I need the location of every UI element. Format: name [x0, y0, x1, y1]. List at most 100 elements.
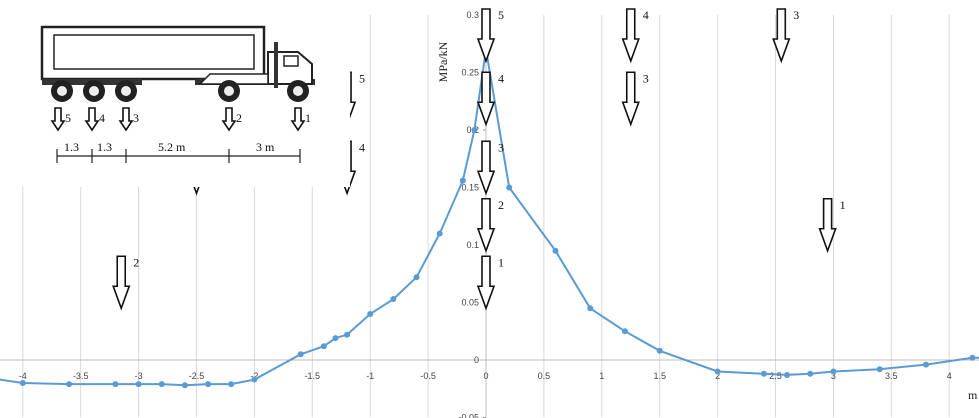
wheel-axle-4 — [83, 80, 105, 102]
load-arrow-label: 5 — [359, 71, 365, 85]
load-arrow-label: 4 — [359, 140, 365, 154]
x-tick-label: -2 — [250, 371, 258, 381]
series-layer — [0, 46, 979, 389]
x-tick-label: -1.5 — [305, 371, 321, 381]
x-tick-label: 2 — [715, 371, 720, 381]
data-point — [471, 127, 478, 133]
load-arrow-label: 2 — [498, 198, 504, 212]
load-arrow-label: 1 — [498, 255, 504, 269]
x-tick-label: -1 — [366, 371, 374, 381]
data-point — [506, 184, 513, 191]
axle-label: 3 — [133, 111, 139, 125]
y-tick-label: 0.1 — [466, 240, 479, 250]
load-arrow-label: 4 — [643, 8, 649, 22]
axle-arrow — [118, 107, 134, 132]
axle-arrow — [290, 107, 306, 132]
data-point — [807, 370, 814, 377]
y-tick-label: 0.15 — [461, 183, 479, 193]
spacing-label-4: 3 m — [256, 140, 275, 154]
load-arrow — [621, 8, 640, 64]
data-point — [587, 305, 594, 312]
wheel-axle-1 — [287, 80, 309, 102]
data-point — [436, 230, 443, 237]
y-tick-label: 0.25 — [461, 68, 479, 78]
load-arrow-label: 3 — [793, 8, 799, 22]
data-point — [332, 335, 339, 342]
data-point — [205, 381, 212, 388]
y-tick-label: -0.05 — [458, 413, 479, 418]
dimension-ticks — [56, 149, 301, 163]
wheel-axle-3 — [115, 80, 137, 102]
x-tick-label: 4 — [947, 371, 952, 381]
data-point — [969, 354, 976, 361]
axle-arrow — [221, 107, 237, 132]
data-point — [297, 351, 304, 358]
cab-window — [283, 55, 299, 67]
data-point — [552, 247, 559, 254]
x-tick-label: 3 — [831, 371, 836, 381]
data-point — [66, 381, 73, 388]
wheel-axle-5 — [51, 80, 73, 102]
data-point — [923, 361, 930, 368]
data-point — [181, 382, 188, 389]
data-point — [876, 366, 883, 373]
load-arrow — [476, 255, 496, 311]
load-arrow-label: 5 — [498, 8, 504, 22]
load-arrow — [621, 71, 640, 127]
wheel-axle-2 — [218, 80, 240, 102]
spacing-label-1: 1.3 — [64, 140, 79, 154]
load-arrow-label: 3 — [643, 71, 649, 85]
x-tick-label: -4 — [19, 371, 27, 381]
x-tick-label: -3.5 — [73, 371, 89, 381]
data-point — [621, 328, 628, 335]
load-arrow — [476, 8, 496, 64]
load-arrow — [476, 140, 496, 196]
x-tick-label: -3 — [135, 371, 143, 381]
x-tick-label: -0.5 — [420, 371, 436, 381]
data-point — [714, 368, 721, 375]
data-point — [367, 311, 374, 317]
data-point — [19, 380, 26, 386]
axle-label: 1 — [305, 111, 311, 125]
data-point — [459, 177, 466, 184]
x-tick-label: 0.5 — [538, 371, 551, 381]
spacing-label-2: 1.3 — [97, 140, 112, 154]
load-arrow-label: 4 — [498, 71, 504, 85]
x-tick-label: 0 — [483, 371, 488, 381]
load-arrow-label: 2 — [133, 255, 139, 269]
x-axis-title: m — [968, 388, 978, 402]
data-point — [228, 381, 235, 388]
x-tick-label: 1.5 — [653, 371, 666, 381]
data-point — [830, 368, 837, 375]
load-arrow — [772, 8, 791, 64]
data-point — [760, 370, 767, 377]
data-point — [784, 371, 791, 378]
y-axis-title: MPa/kN — [436, 41, 450, 82]
data-point — [112, 381, 119, 388]
x-tick-label: 2.5 — [769, 371, 782, 381]
data-point — [320, 343, 327, 350]
load-arrow-label: 3 — [498, 140, 504, 154]
data-point — [158, 381, 165, 388]
data-point — [656, 347, 663, 354]
data-point — [413, 274, 420, 281]
axle-label: 5 — [65, 111, 71, 125]
axle-arrow — [50, 107, 66, 132]
data-point — [251, 376, 258, 383]
load-arrow-label: 1 — [840, 198, 846, 212]
load-arrow — [818, 197, 837, 254]
tractor-hood — [198, 73, 269, 85]
axle-label: 4 — [99, 111, 105, 125]
data-point — [390, 296, 397, 303]
truck-diagram: 5 4 3 2 1 1.3 1.3 5.2 m 3 m — [14, 12, 350, 187]
x-tick-label: 3.5 — [885, 371, 898, 381]
x-tick-label: -2.5 — [189, 371, 205, 381]
spacing-label-3: 5.2 m — [158, 140, 186, 154]
data-point — [344, 331, 351, 338]
y-tick-label: 0.3 — [466, 10, 479, 20]
data-point — [135, 381, 142, 388]
y-tick-label: 0 — [474, 355, 479, 365]
exhaust-stack — [274, 42, 278, 88]
load-arrow — [476, 197, 496, 254]
